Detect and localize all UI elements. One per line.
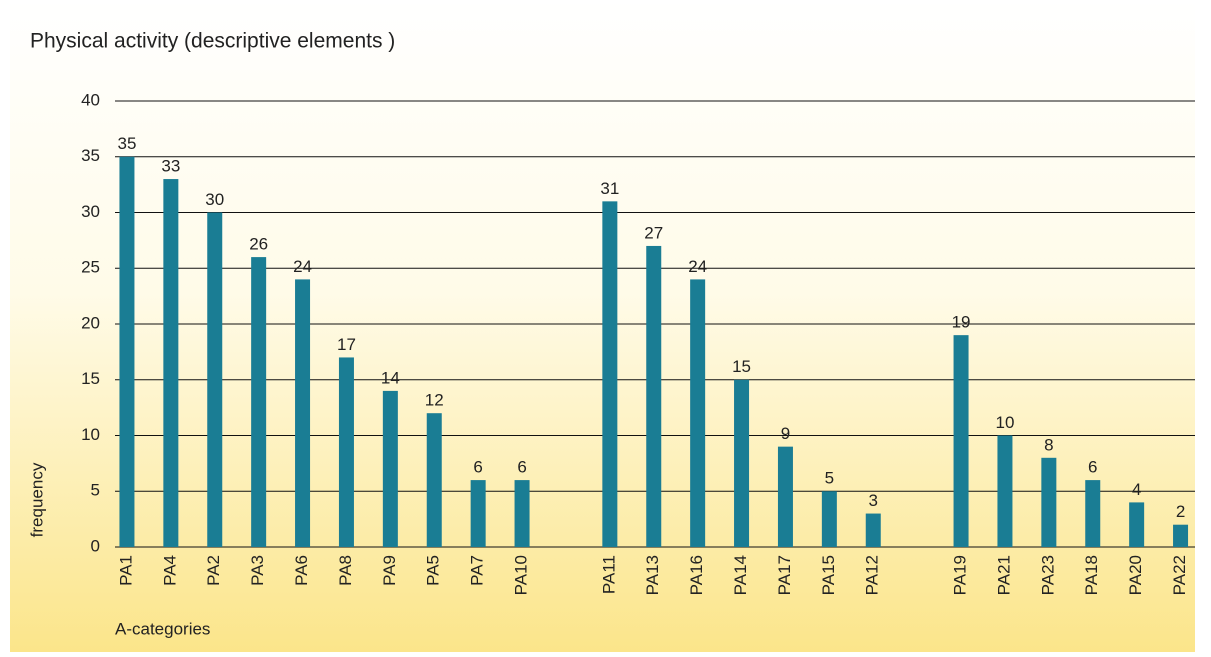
y-tick-label: 20 — [81, 313, 100, 332]
bar — [426, 413, 442, 547]
x-tick-label: PA5 — [424, 555, 443, 586]
bar — [821, 491, 837, 547]
x-tick-label: PA21 — [994, 555, 1013, 595]
bar — [338, 357, 354, 547]
x-tick-label: PA18 — [1082, 555, 1101, 595]
value-label: 2 — [1176, 502, 1185, 521]
bar — [602, 201, 618, 547]
value-label: 24 — [688, 257, 707, 276]
bar — [382, 390, 398, 547]
y-tick-label: 35 — [81, 146, 100, 165]
y-axis-label: frequency — [27, 462, 46, 537]
y-tick-label: 40 — [81, 90, 100, 109]
bar — [1173, 524, 1189, 547]
y-tick-label: 25 — [81, 258, 100, 277]
x-tick-label: PA10 — [512, 555, 531, 595]
value-label: 15 — [732, 357, 751, 376]
x-tick-label: PA4 — [160, 555, 179, 586]
x-tick-label: PA15 — [819, 555, 838, 595]
x-tick-label: PA17 — [775, 555, 794, 595]
bar — [1085, 480, 1101, 547]
bar — [470, 480, 486, 547]
value-label: 9 — [781, 424, 790, 443]
bar — [865, 513, 881, 547]
bar — [295, 279, 311, 547]
value-label: 24 — [293, 257, 312, 276]
x-tick-label: PA9 — [380, 555, 399, 586]
x-tick-label: PA8 — [336, 555, 355, 586]
value-label: 27 — [644, 223, 663, 242]
value-label: 26 — [249, 235, 268, 254]
y-tick-label: 30 — [81, 202, 100, 221]
bar — [734, 379, 750, 547]
x-tick-label: PA7 — [468, 555, 487, 586]
y-tick-label: 5 — [91, 481, 100, 500]
x-tick-label: PA1 — [116, 555, 135, 586]
x-tick-label: PA22 — [1170, 555, 1189, 595]
x-tick-label: PA20 — [1126, 555, 1145, 595]
value-label: 19 — [952, 313, 971, 332]
x-tick-label: PA3 — [248, 555, 267, 586]
bar — [777, 446, 793, 547]
y-tick-label: 15 — [81, 369, 100, 388]
value-label: 35 — [117, 134, 136, 153]
chart-title: Physical activity (descriptive elements … — [30, 30, 395, 53]
x-tick-label: PA13 — [643, 555, 662, 595]
x-tick-label: PA14 — [731, 555, 750, 595]
x-tick-label: PA16 — [687, 555, 706, 595]
bar — [997, 435, 1013, 547]
bar — [251, 257, 267, 547]
bar — [646, 245, 662, 547]
value-label: 30 — [205, 190, 224, 209]
value-label: 12 — [425, 391, 444, 410]
bar — [119, 156, 135, 547]
value-label: 6 — [473, 458, 482, 477]
bar — [690, 279, 706, 547]
value-label: 31 — [600, 179, 619, 198]
value-label: 17 — [337, 335, 356, 354]
x-tick-label: PA2 — [204, 555, 223, 586]
value-label: 6 — [517, 458, 526, 477]
bar — [1129, 502, 1145, 547]
x-tick-label: PA11 — [599, 555, 618, 594]
bar — [1041, 457, 1057, 547]
value-label: 14 — [381, 368, 400, 387]
bar — [953, 335, 969, 547]
bar — [514, 480, 530, 547]
value-label: 10 — [995, 413, 1014, 432]
value-label: 8 — [1044, 435, 1053, 454]
x-tick-label: PA19 — [951, 555, 970, 595]
value-label: 3 — [869, 491, 878, 510]
value-label: 4 — [1132, 480, 1141, 499]
value-label: 5 — [825, 469, 834, 488]
bar — [163, 179, 179, 548]
y-tick-label: 0 — [91, 536, 100, 555]
x-tick-label: PA12 — [863, 555, 882, 595]
y-tick-label: 10 — [81, 425, 100, 444]
x-tick-label: PA23 — [1038, 555, 1057, 595]
x-axis-label: A-categories — [115, 619, 210, 638]
bar — [207, 212, 223, 547]
x-tick-label: PA6 — [292, 555, 311, 586]
value-label: 6 — [1088, 458, 1097, 477]
value-label: 33 — [161, 157, 180, 176]
